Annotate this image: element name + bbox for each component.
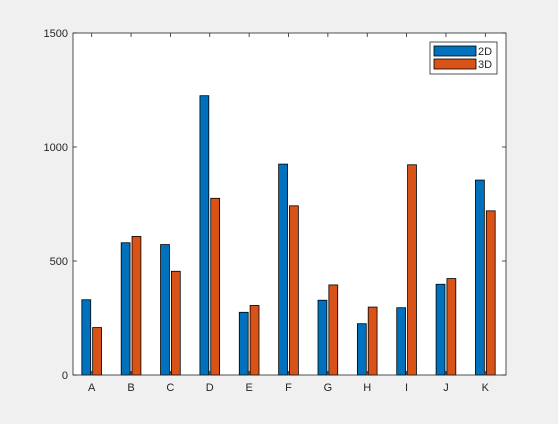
y-tick-label: 1000 xyxy=(44,142,68,154)
legend-swatch-2d xyxy=(433,45,477,57)
bar-2d-j xyxy=(435,283,446,376)
bar-2d-f xyxy=(278,163,288,376)
bar-2d-e xyxy=(238,311,249,376)
bar-3d-a xyxy=(92,327,102,376)
x-tick-label: B xyxy=(127,382,134,394)
axes-box xyxy=(72,32,507,376)
bar-2d-i xyxy=(396,307,407,376)
bar-3d-k xyxy=(485,210,496,376)
x-tick-label: D xyxy=(206,382,214,394)
bar-3d-d xyxy=(210,197,221,376)
x-tick-label: F xyxy=(285,382,292,394)
x-tick-label: E xyxy=(245,382,252,394)
y-tick-label: 1500 xyxy=(44,28,68,40)
legend-label-3d: 3D xyxy=(478,59,492,71)
bar-2d-k xyxy=(475,179,485,376)
bar-3d-b xyxy=(131,235,142,376)
bar-3d-f xyxy=(289,205,299,376)
legend-swatch-3d xyxy=(433,58,477,70)
bar-3d-g xyxy=(328,284,339,376)
x-tick-label: C xyxy=(166,382,174,394)
bar-2d-a xyxy=(81,299,92,376)
bar-2d-d xyxy=(199,95,210,376)
x-tick-label: G xyxy=(324,382,333,394)
x-tick-label: I xyxy=(405,382,408,394)
legend-label-2d: 2D xyxy=(478,46,492,58)
x-tick-label: J xyxy=(443,382,449,394)
y-tick-label: 500 xyxy=(50,256,68,268)
x-tick-label: K xyxy=(482,382,490,394)
bar-2d-c xyxy=(160,244,170,376)
bar-2d-b xyxy=(120,242,131,376)
x-tick-label: H xyxy=(363,382,371,394)
bar-3d-i xyxy=(407,164,417,376)
bar-2d-g xyxy=(317,299,328,376)
bar-3d-h xyxy=(367,306,378,376)
bar-3d-j xyxy=(446,278,457,376)
bar-3d-e xyxy=(249,305,260,376)
bar-3d-c xyxy=(170,270,181,376)
bar-2d-h xyxy=(356,323,367,376)
x-tick-label: A xyxy=(88,382,96,394)
y-tick-label: 0 xyxy=(62,370,68,382)
